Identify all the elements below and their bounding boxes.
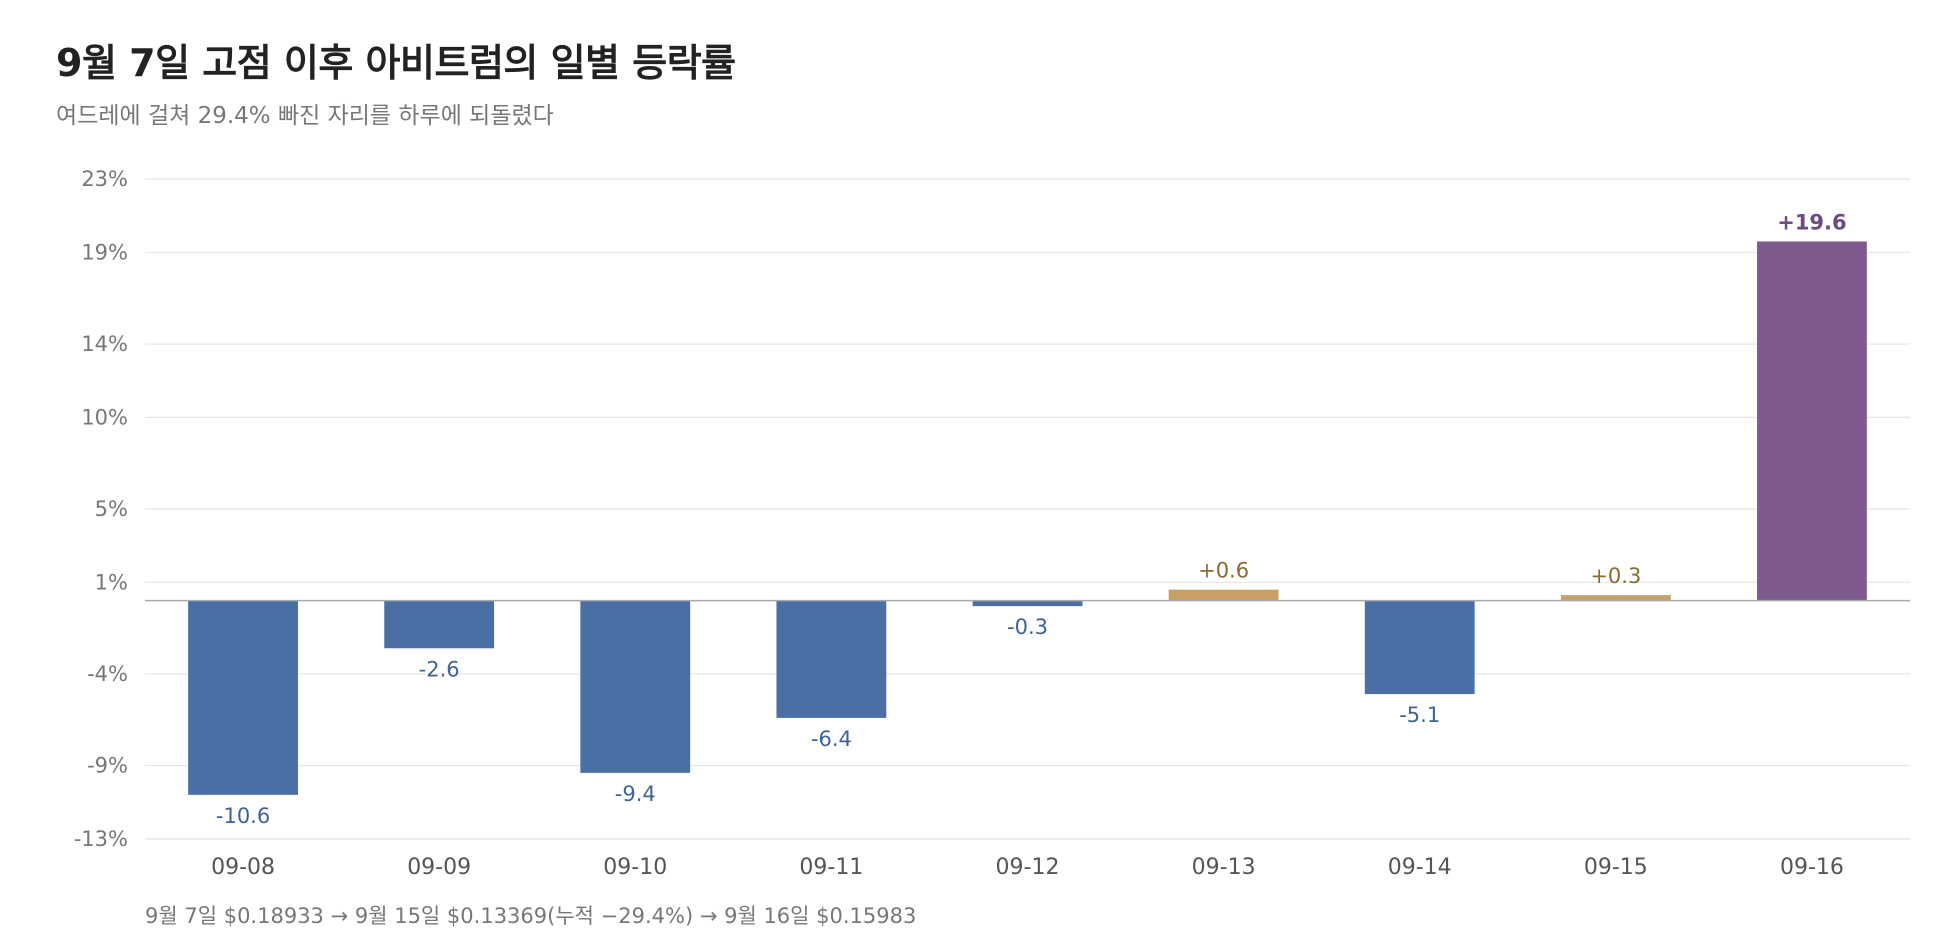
x-tick-label: 09-09	[407, 855, 471, 880]
data-label-09-12: -0.3	[1007, 615, 1048, 639]
y-tick-label: 14%	[81, 332, 128, 356]
bar-09-15	[1560, 595, 1671, 601]
x-tick-label: 09-10	[603, 855, 667, 880]
y-axis-ticks: 23% 19% 14% 10% 5% 1% -4% -9% -13%	[74, 167, 128, 851]
data-label-09-16: +19.6	[1777, 210, 1846, 234]
data-label-09-11: -6.4	[811, 727, 852, 751]
data-label-09-13: +0.6	[1198, 559, 1249, 583]
data-label-09-15: +0.3	[1590, 564, 1641, 588]
chart-subtitle: 여드레에 걸쳐 29.4% 빠진 자리를 하루에 되돌렸다	[56, 103, 554, 129]
gridlines	[145, 178, 1910, 840]
footnote: 9월 7일 $0.18933 → 9월 15일 $0.13369(누적 −29.…	[145, 904, 917, 928]
data-label-09-10: -9.4	[615, 782, 656, 806]
x-tick-label: 09-12	[996, 855, 1060, 880]
bar-09-11	[776, 600, 887, 718]
y-tick-label: 19%	[81, 240, 128, 264]
x-tick-label: 09-13	[1192, 855, 1256, 880]
data-label-09-14: -5.1	[1399, 703, 1440, 727]
bars	[188, 241, 1867, 795]
bar-09-09	[384, 600, 495, 649]
x-tick-label: 09-16	[1780, 855, 1844, 880]
y-tick-label: 1%	[95, 570, 128, 594]
x-tick-label: 09-15	[1584, 855, 1648, 880]
data-labels: -10.6 -2.6 -9.4 -6.4 -0.3 +0.6 -5.1 +0.3 +19.6	[216, 210, 1847, 827]
bar-09-08	[188, 600, 298, 795]
y-tick-label: -13%	[74, 827, 128, 851]
x-tick-label: 09-14	[1388, 855, 1452, 880]
y-tick-label: -9%	[87, 754, 128, 778]
y-tick-label: 23%	[81, 167, 128, 191]
bar-09-10	[580, 600, 691, 773]
bar-09-12	[972, 600, 1083, 607]
chart-title: 9월 7일 고점 이후 아비트럼의 일별 등락률	[56, 41, 736, 85]
data-label-09-09: -2.6	[419, 657, 460, 681]
x-tick-label: 09-11	[799, 855, 863, 880]
y-tick-label: -4%	[87, 662, 128, 686]
y-tick-label: 10%	[81, 405, 128, 429]
data-label-09-08: -10.6	[216, 804, 270, 828]
x-tick-label: 09-08	[211, 855, 275, 880]
x-axis-ticks: 09-08 09-09 09-10 09-11 09-12 09-13 09-14 09-15…	[211, 855, 1844, 880]
y-tick-label: 5%	[95, 497, 128, 521]
bar-09-16	[1757, 241, 1867, 601]
bar-09-14	[1364, 600, 1475, 695]
bar-09-13	[1168, 589, 1279, 601]
